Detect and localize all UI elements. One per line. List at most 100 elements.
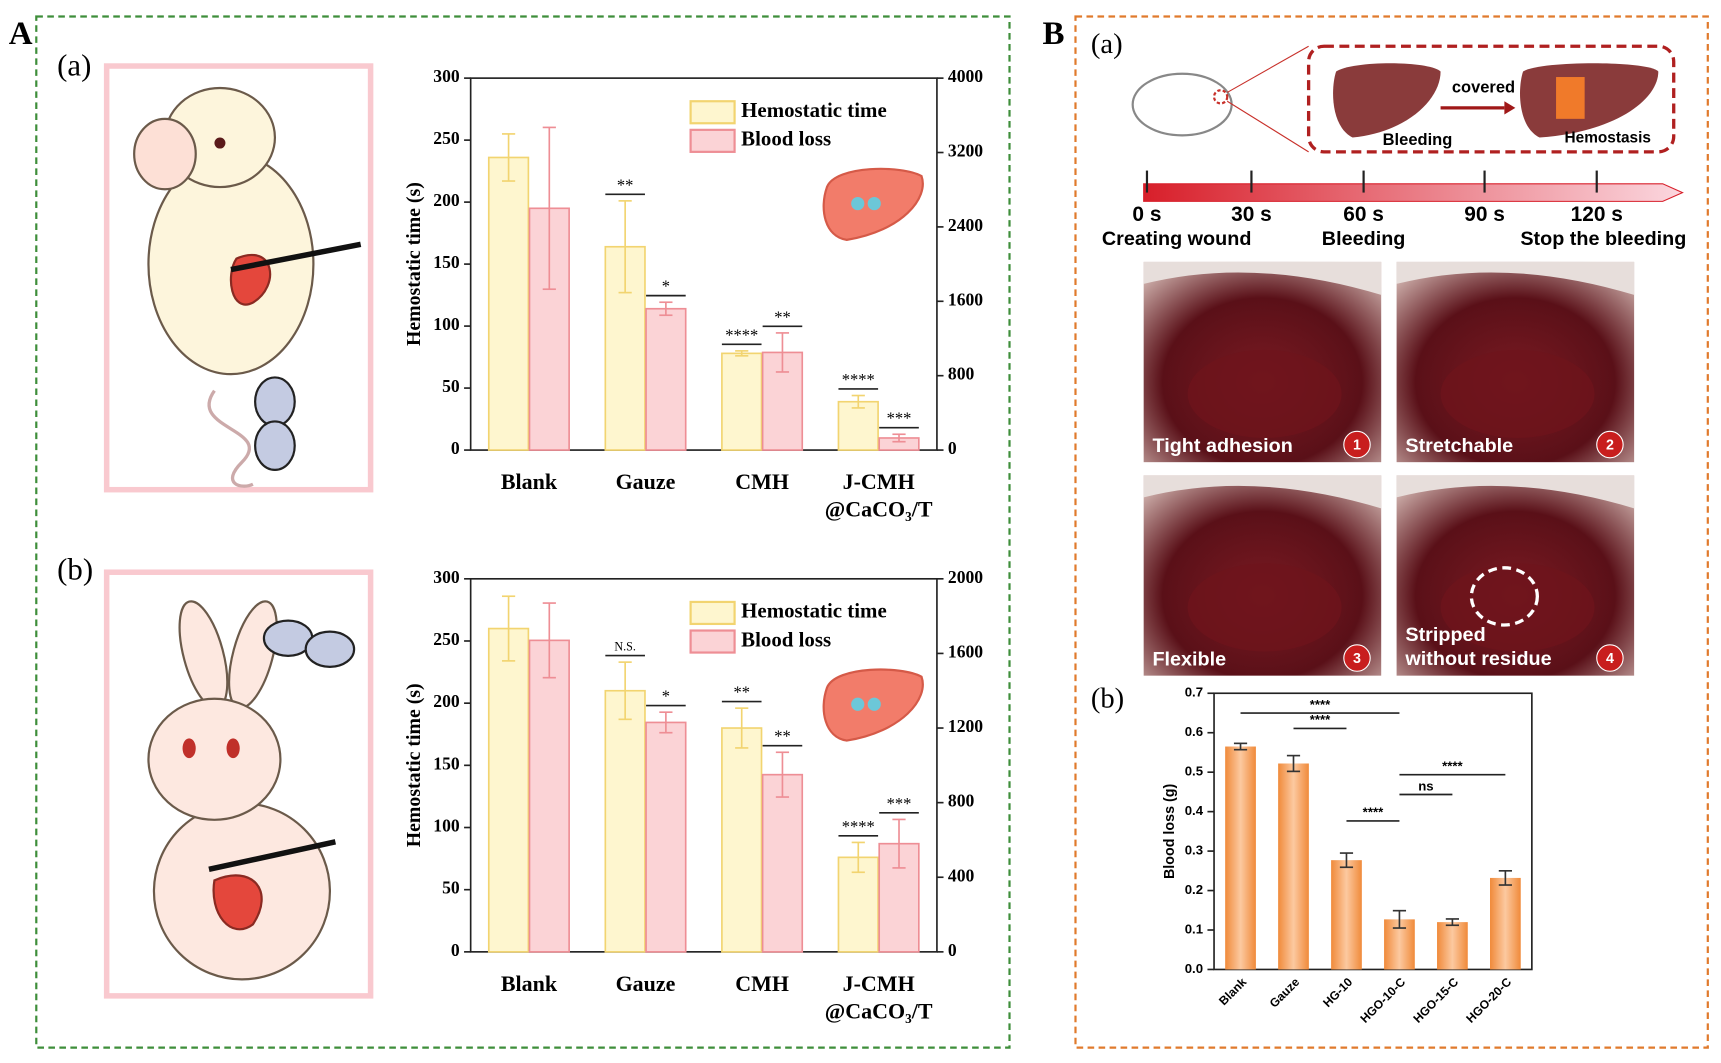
significance-label: *** (887, 794, 912, 813)
photo-detail (1143, 261, 1382, 295)
photo-badge (1596, 430, 1624, 459)
bar (1225, 746, 1256, 970)
y-axis-label: Blood loss (g) (1162, 783, 1178, 879)
y-tick-label: 50 (442, 878, 460, 898)
comparison-label: ns (1418, 778, 1433, 793)
x-tick-label: CMH (735, 971, 789, 996)
legend-swatch (689, 600, 736, 626)
timeline-label: 30 s (1231, 203, 1272, 226)
liver-icon (822, 167, 924, 242)
photo-caption: Flexible (1152, 648, 1226, 670)
legend-label: Hemostatic time (741, 98, 887, 122)
x-tick-label: Blank (1216, 975, 1249, 1008)
y2-tick-label: 2000 (948, 567, 983, 587)
y-tick-label: 0.2 (1185, 882, 1203, 897)
plot-frame (1213, 692, 1533, 971)
x-tick-label: HGO-10-C (1357, 975, 1408, 1026)
significance-label: ** (733, 683, 749, 702)
bar (645, 307, 687, 451)
y-tick-label: 0.3 (1185, 843, 1203, 858)
significance-label: **** (842, 370, 875, 389)
y2-tick-label: 1600 (948, 641, 983, 661)
photo-detail (1187, 563, 1342, 652)
y-tick-label: 0.1 (1185, 921, 1203, 936)
comparison-label: **** (1310, 712, 1331, 727)
photo-badge (1343, 644, 1371, 672)
y2-tick-label: 0 (948, 940, 957, 960)
y2-tick-label: 800 (948, 791, 975, 811)
x-tick-label: Gauze (1267, 975, 1303, 1011)
significance-label: * (662, 687, 670, 706)
significance-label: *** (887, 409, 912, 428)
timeline-stage: Creating wound (1102, 228, 1252, 250)
y2-tick-label: 2400 (948, 215, 983, 235)
photo-badge (1596, 644, 1624, 672)
highlight-circle (1469, 566, 1540, 627)
y2-tick-label: 3200 (948, 141, 983, 161)
y-tick-label: 0 (451, 940, 460, 960)
comparison-label: **** (1310, 697, 1331, 712)
y-tick-label: 0.5 (1185, 764, 1203, 779)
legend-label: Hemostatic time (741, 599, 887, 623)
y-tick-label: 100 (433, 314, 460, 334)
panel-a-border (35, 15, 1011, 1049)
bar (837, 856, 879, 953)
x-tick-label: Gauze (616, 469, 676, 494)
timeline-stage: Bleeding (1322, 228, 1406, 250)
bar (604, 689, 646, 953)
y2-tick-label: 1200 (948, 716, 983, 736)
diagram-label: Hemostasis (1565, 130, 1651, 147)
comparison-label: **** (1363, 805, 1384, 820)
y-tick-label: 0.4 (1185, 803, 1204, 818)
timeline-label: 120 s (1571, 203, 1623, 226)
liver-icon (822, 668, 924, 742)
x-tick-label: Blank (501, 469, 558, 494)
photo-detail (1187, 349, 1342, 438)
timeline-label: 90 s (1464, 203, 1505, 226)
significance-label: ** (774, 307, 790, 326)
y-tick-label: 300 (433, 66, 460, 86)
x-tick-label: Blank (501, 971, 558, 996)
y2-tick-label: 400 (948, 865, 975, 885)
timeline-label: 60 s (1343, 203, 1384, 226)
photo-detail (1396, 261, 1635, 295)
photo-detail (1440, 563, 1595, 652)
mouse-illustration (103, 63, 374, 493)
diagram-label: Bleeding (1383, 131, 1453, 149)
bar (721, 352, 763, 451)
x-tick-label: Gauze (616, 971, 676, 996)
y-axis-label: Hemostatic time (s) (403, 683, 425, 847)
bar (487, 156, 530, 451)
photo-detail (1143, 475, 1382, 509)
diagram-label: covered (1452, 78, 1515, 96)
photo-badge-label: 2 (1606, 437, 1614, 453)
photo-badge-label: 4 (1606, 651, 1614, 667)
bar (1437, 922, 1468, 970)
legend-swatch (689, 100, 736, 125)
bar (645, 721, 687, 953)
sub-label: (b) (1091, 684, 1124, 715)
y-axis-label: Hemostatic time (s) (403, 182, 425, 346)
y-tick-label: 100 (433, 816, 460, 836)
comparison-label: **** (1442, 758, 1463, 773)
panel-label: B (1042, 16, 1064, 52)
y2-tick-label: 4000 (948, 66, 983, 86)
x-tick-label: HGO-20-C (1463, 975, 1514, 1026)
sub-label: (a) (57, 48, 91, 82)
timeline-stage: Stop the bleeding (1520, 228, 1686, 250)
y-tick-label: 50 (442, 376, 460, 396)
x-tick-label: HGO-15-C (1410, 975, 1461, 1026)
significance-label: **** (842, 817, 875, 836)
panel-b-border (1074, 15, 1709, 1049)
y2-tick-label: 0 (948, 438, 957, 458)
significance-label: ** (617, 175, 633, 194)
rabbit-illustration (103, 569, 374, 999)
bar (721, 727, 763, 953)
y-tick-label: 150 (433, 252, 460, 272)
photo-detail (1396, 475, 1635, 509)
bar (761, 773, 804, 953)
legend-label: Blood loss (741, 127, 831, 151)
significance-label: * (662, 277, 670, 296)
